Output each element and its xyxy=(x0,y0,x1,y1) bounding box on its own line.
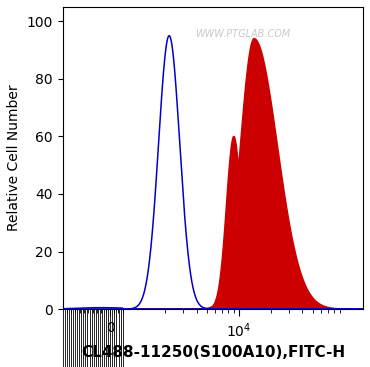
X-axis label: CL488-11250(S100A10),FITC-H: CL488-11250(S100A10),FITC-H xyxy=(81,345,345,360)
Text: WWW.PTGLAB.COM: WWW.PTGLAB.COM xyxy=(195,29,290,39)
Polygon shape xyxy=(123,39,363,309)
Y-axis label: Relative Cell Number: Relative Cell Number xyxy=(7,85,21,231)
